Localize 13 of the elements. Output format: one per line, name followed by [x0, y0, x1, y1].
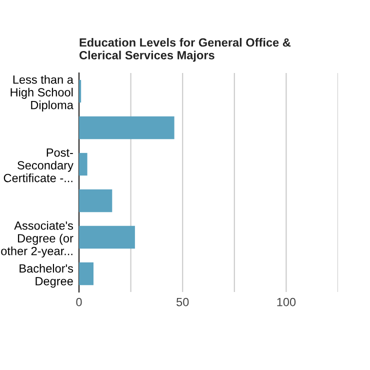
x-tick-label: 100 [277, 298, 296, 306]
chart-title: Education Levels for General Office & Clerical Services Majors [79, 38, 291, 62]
bar [79, 189, 112, 212]
bar [79, 116, 174, 140]
bar [79, 262, 94, 286]
y-tick-label: Less than a High School Diploma [10, 75, 74, 112]
x-tick-label: 0 [76, 298, 82, 306]
bar [79, 152, 88, 176]
y-tick-label: Associate's Degree (or other 2-year... [1, 221, 74, 258]
x-tick-label: 50 [176, 298, 189, 306]
bar [79, 226, 135, 249]
y-tick-label: Post- Secondary Certificate -... [4, 148, 74, 182]
y-tick-label: Bachelor's Degree [20, 264, 74, 288]
